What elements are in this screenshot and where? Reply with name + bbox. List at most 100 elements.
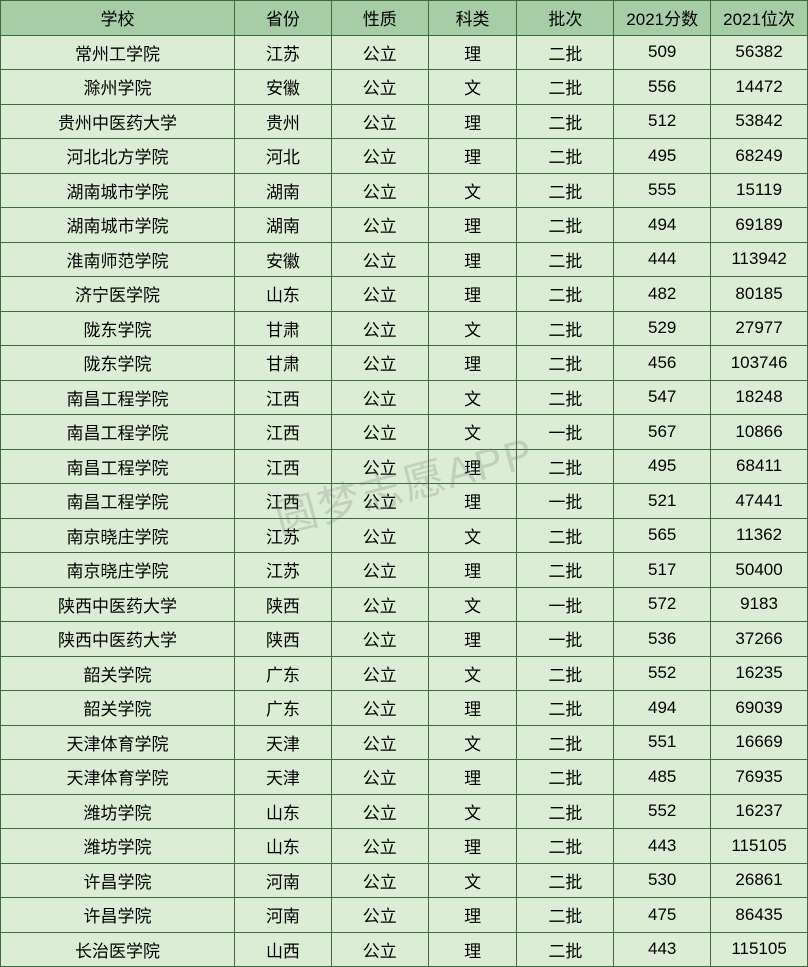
- cell-score: 552: [614, 656, 711, 691]
- cell-school: 天津体育学院: [1, 760, 235, 795]
- table-row: 韶关学院广东公立文二批55216235: [1, 656, 808, 691]
- cell-nature: 公立: [331, 518, 428, 553]
- table-row: 湖南城市学院湖南公立理二批49469189: [1, 208, 808, 243]
- cell-province: 河南: [235, 898, 332, 933]
- col-header-batch: 批次: [517, 1, 614, 36]
- table-row: 南京晓庄学院江苏公立文二批56511362: [1, 518, 808, 553]
- col-header-province: 省份: [235, 1, 332, 36]
- cell-rank: 80185: [711, 277, 808, 312]
- cell-score: 521: [614, 484, 711, 519]
- cell-nature: 公立: [331, 449, 428, 484]
- cell-nature: 公立: [331, 173, 428, 208]
- cell-score: 512: [614, 104, 711, 139]
- table-row: 常州工学院江苏公立理二批50956382: [1, 35, 808, 70]
- cell-batch: 二批: [517, 518, 614, 553]
- cell-school: 南昌工程学院: [1, 380, 235, 415]
- cell-rank: 37266: [711, 622, 808, 657]
- cell-subject: 理: [428, 277, 517, 312]
- cell-score: 443: [614, 829, 711, 864]
- cell-subject: 理: [428, 484, 517, 519]
- cell-score: 456: [614, 346, 711, 381]
- table-row: 长治医学院山西公立理二批443115105: [1, 932, 808, 967]
- cell-score: 529: [614, 311, 711, 346]
- cell-province: 陕西: [235, 587, 332, 622]
- cell-subject: 理: [428, 622, 517, 657]
- cell-batch: 二批: [517, 242, 614, 277]
- cell-batch: 一批: [517, 587, 614, 622]
- cell-score: 565: [614, 518, 711, 553]
- cell-score: 443: [614, 932, 711, 967]
- table-row: 韶关学院广东公立理二批49469039: [1, 691, 808, 726]
- col-header-nature: 性质: [331, 1, 428, 36]
- cell-nature: 公立: [331, 415, 428, 450]
- cell-batch: 二批: [517, 898, 614, 933]
- table-row: 河北北方学院河北公立理二批49568249: [1, 139, 808, 174]
- cell-batch: 二批: [517, 449, 614, 484]
- cell-school: 南昌工程学院: [1, 449, 235, 484]
- cell-batch: 二批: [517, 794, 614, 829]
- cell-province: 广东: [235, 656, 332, 691]
- cell-school: 滁州学院: [1, 70, 235, 105]
- table-row: 南京晓庄学院江苏公立理二批51750400: [1, 553, 808, 588]
- cell-nature: 公立: [331, 104, 428, 139]
- cell-score: 536: [614, 622, 711, 657]
- cell-batch: 二批: [517, 380, 614, 415]
- cell-province: 山东: [235, 829, 332, 864]
- cell-nature: 公立: [331, 587, 428, 622]
- cell-province: 山西: [235, 932, 332, 967]
- cell-nature: 公立: [331, 242, 428, 277]
- cell-score: 444: [614, 242, 711, 277]
- cell-rank: 53842: [711, 104, 808, 139]
- cell-rank: 86435: [711, 898, 808, 933]
- cell-score: 485: [614, 760, 711, 795]
- table-row: 淮南师范学院安徽公立理二批444113942: [1, 242, 808, 277]
- cell-rank: 69189: [711, 208, 808, 243]
- cell-subject: 文: [428, 725, 517, 760]
- table-body: 常州工学院江苏公立理二批50956382滁州学院安徽公立文二批55614472贵…: [1, 35, 808, 967]
- cell-subject: 理: [428, 760, 517, 795]
- table-row: 南昌工程学院江西公立文一批56710866: [1, 415, 808, 450]
- cell-nature: 公立: [331, 656, 428, 691]
- cell-subject: 理: [428, 35, 517, 70]
- cell-subject: 理: [428, 829, 517, 864]
- cell-province: 广东: [235, 691, 332, 726]
- cell-nature: 公立: [331, 35, 428, 70]
- table-row: 陕西中医药大学陕西公立文一批5729183: [1, 587, 808, 622]
- cell-score: 494: [614, 208, 711, 243]
- cell-school: 潍坊学院: [1, 794, 235, 829]
- cell-score: 555: [614, 173, 711, 208]
- cell-province: 湖南: [235, 208, 332, 243]
- cell-subject: 文: [428, 173, 517, 208]
- cell-rank: 76935: [711, 760, 808, 795]
- cell-score: 547: [614, 380, 711, 415]
- cell-rank: 26861: [711, 863, 808, 898]
- cell-score: 551: [614, 725, 711, 760]
- table-row: 许昌学院河南公立文二批53026861: [1, 863, 808, 898]
- cell-rank: 68249: [711, 139, 808, 174]
- cell-school: 济宁医学院: [1, 277, 235, 312]
- cell-school: 常州工学院: [1, 35, 235, 70]
- cell-subject: 理: [428, 932, 517, 967]
- cell-province: 天津: [235, 760, 332, 795]
- cell-nature: 公立: [331, 208, 428, 243]
- cell-nature: 公立: [331, 311, 428, 346]
- cell-batch: 二批: [517, 760, 614, 795]
- cell-batch: 二批: [517, 553, 614, 588]
- cell-school: 河北北方学院: [1, 139, 235, 174]
- table-row: 陇东学院甘肃公立理二批456103746: [1, 346, 808, 381]
- cell-batch: 二批: [517, 829, 614, 864]
- cell-school: 长治医学院: [1, 932, 235, 967]
- cell-subject: 文: [428, 70, 517, 105]
- cell-school: 南昌工程学院: [1, 415, 235, 450]
- cell-school: 贵州中医药大学: [1, 104, 235, 139]
- cell-batch: 一批: [517, 484, 614, 519]
- cell-school: 陇东学院: [1, 346, 235, 381]
- cell-score: 509: [614, 35, 711, 70]
- cell-province: 江苏: [235, 518, 332, 553]
- cell-province: 甘肃: [235, 311, 332, 346]
- cell-batch: 二批: [517, 863, 614, 898]
- cell-subject: 理: [428, 691, 517, 726]
- cell-batch: 二批: [517, 104, 614, 139]
- table-row: 南昌工程学院江西公立理一批52147441: [1, 484, 808, 519]
- cell-score: 482: [614, 277, 711, 312]
